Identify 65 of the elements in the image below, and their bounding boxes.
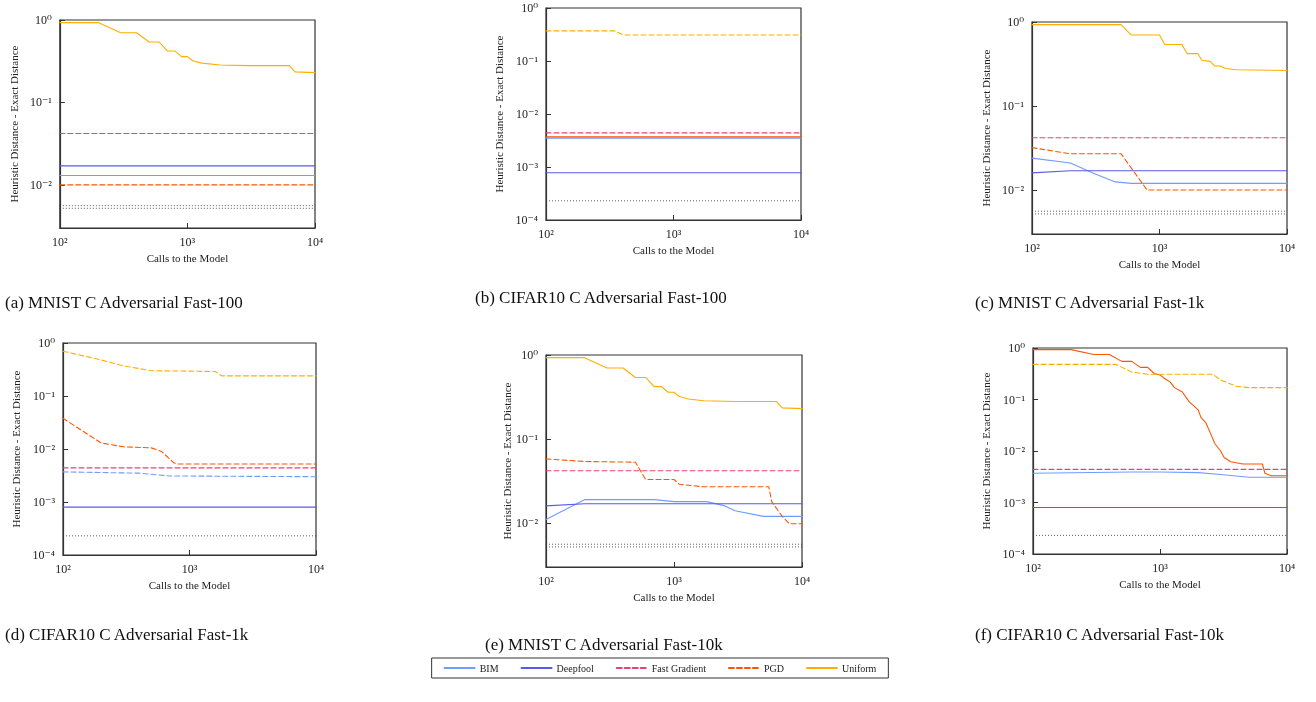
x-axis-title: Calls to the Model bbox=[1118, 258, 1201, 271]
y-tick-label: 10⁻¹ bbox=[29, 95, 53, 110]
y-tick-label: 10⁻⁴ bbox=[515, 213, 538, 227]
x-tick-label: 10² bbox=[1024, 241, 1041, 255]
x-axis-title: Calls to the Model bbox=[148, 579, 231, 592]
y-tick-label: 10⁻¹ bbox=[1003, 392, 1026, 407]
legend-label: Deepfool bbox=[556, 662, 594, 674]
x-axis-title: Calls to the Model bbox=[632, 244, 715, 257]
x-tick-label: 10⁴ bbox=[1278, 561, 1296, 575]
y-axis-title: Heuristic Distance - Exact Distance bbox=[493, 35, 506, 193]
y-tick-label: 10⁻² bbox=[516, 107, 539, 121]
y-tick-label: 10⁻² bbox=[1003, 444, 1026, 458]
x-tick-label: 10³ bbox=[181, 562, 198, 576]
x-tick-label: 10⁴ bbox=[1278, 241, 1296, 255]
x-tick-label: 10² bbox=[538, 574, 555, 588]
y-axis-title: Heuristic Distance - Exact Distance bbox=[10, 370, 23, 528]
x-tick-label: 10³ bbox=[666, 574, 683, 588]
x-tick-label: 10² bbox=[52, 235, 69, 249]
y-tick-label: 10⁻² bbox=[29, 177, 53, 192]
text: (b) CIFAR10 C Adversarial Fast-100 bbox=[475, 288, 727, 307]
y-axis-title: Heuristic Distance - Exact Distance bbox=[500, 382, 513, 540]
y-axis-title: Heuristic Distance - Exact Distance bbox=[979, 49, 992, 207]
x-tick-label: 10⁴ bbox=[307, 562, 325, 576]
y-tick-label: 10⁻³ bbox=[516, 160, 539, 174]
text: (f) CIFAR10 C Adversarial Fast-10k bbox=[975, 625, 1225, 644]
x-tick-label: 10⁴ bbox=[793, 574, 811, 588]
text: (a) MNIST C Adversarial Fast-100 bbox=[5, 293, 243, 312]
legend-label: BIM bbox=[479, 662, 499, 674]
x-tick-label: 10⁴ bbox=[792, 227, 810, 241]
legend-label: PGD bbox=[763, 662, 784, 674]
y-tick-label: 10⁻³ bbox=[1003, 495, 1026, 510]
x-axis-title: Calls to the Model bbox=[633, 591, 715, 604]
legend-label: Uniform bbox=[841, 662, 877, 674]
x-tick-label: 10² bbox=[1025, 561, 1042, 575]
y-tick-label: 10⁻¹ bbox=[33, 389, 56, 403]
x-tick-label: 10³ bbox=[179, 235, 196, 249]
text: (d) CIFAR10 C Adversarial Fast-1k bbox=[5, 625, 249, 644]
y-tick-label: 10⁻² bbox=[33, 442, 56, 456]
y-tick-label: 10⁻¹ bbox=[516, 54, 539, 68]
y-tick-label: 10⁰ bbox=[38, 336, 56, 350]
y-tick-label: 10⁰ bbox=[521, 1, 539, 15]
x-tick-label: 10³ bbox=[1152, 561, 1169, 575]
x-axis-title: Calls to the Model bbox=[146, 252, 229, 265]
legend-label: Fast Gradient bbox=[651, 662, 707, 674]
y-tick-label: 10⁰ bbox=[1007, 15, 1025, 29]
y-tick-label: 10⁰ bbox=[1008, 341, 1026, 355]
x-tick-label: 10² bbox=[55, 562, 72, 576]
y-tick-label: 10⁰ bbox=[521, 348, 539, 362]
x-axis-title: Calls to the Model bbox=[1119, 578, 1201, 591]
y-tick-label: 10⁻¹ bbox=[1002, 99, 1025, 114]
y-tick-label: 10⁻⁴ bbox=[32, 548, 55, 562]
y-tick-label: 10⁰ bbox=[35, 13, 53, 27]
y-tick-label: 10⁻² bbox=[1002, 183, 1025, 198]
text: (c) MNIST C Adversarial Fast-1k bbox=[975, 293, 1205, 312]
y-axis-title: Heuristic Distance - Exact Distance bbox=[980, 372, 993, 530]
x-tick-label: 10² bbox=[538, 227, 555, 241]
y-tick-label: 10⁻⁴ bbox=[1002, 547, 1025, 561]
y-tick-label: 10⁻³ bbox=[33, 495, 56, 509]
x-tick-label: 10³ bbox=[665, 227, 682, 241]
x-tick-label: 10³ bbox=[1151, 241, 1168, 255]
y-axis-title: Heuristic Distance - Exact Distance bbox=[7, 45, 20, 203]
y-tick-label: 10⁻¹ bbox=[516, 432, 539, 447]
text: (e) MNIST C Adversarial Fast-10k bbox=[485, 635, 724, 654]
y-tick-label: 10⁻² bbox=[516, 516, 539, 531]
x-tick-label: 10⁴ bbox=[306, 235, 324, 249]
